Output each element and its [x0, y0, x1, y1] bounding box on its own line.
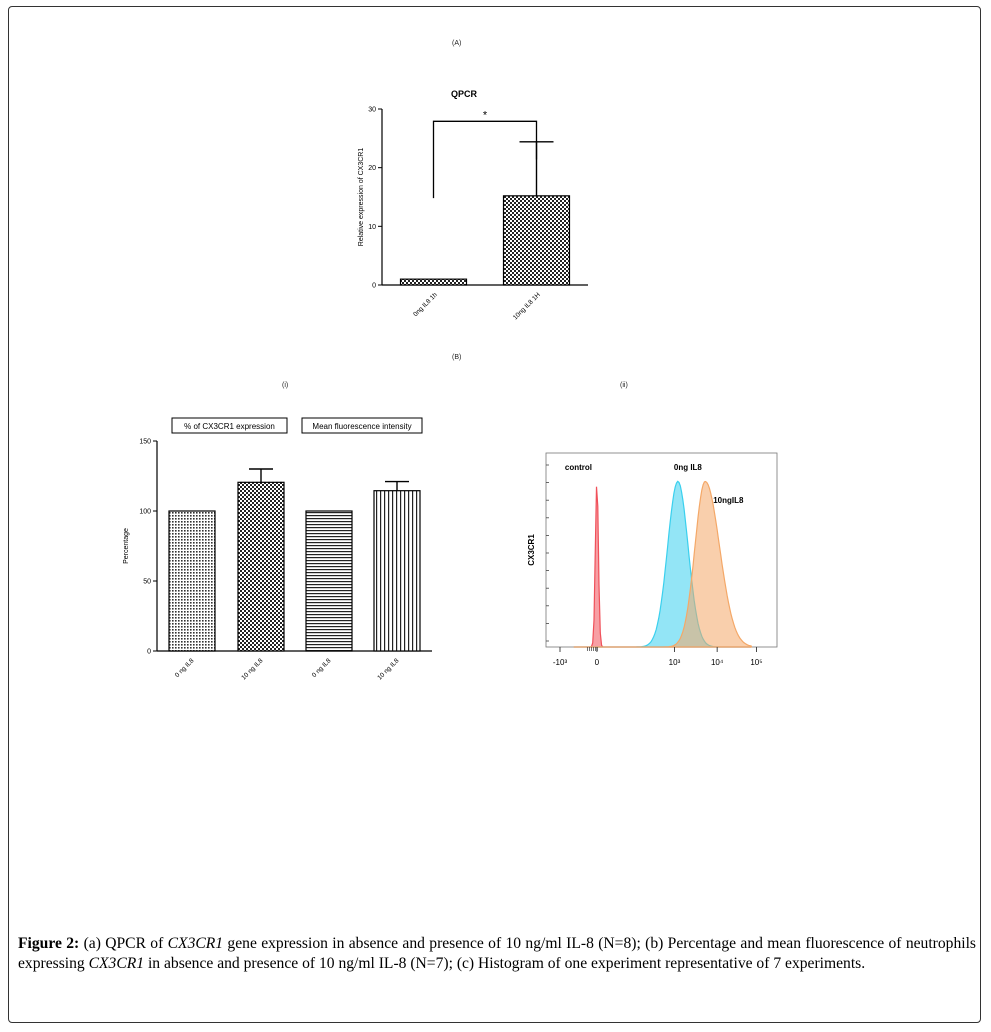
y-tick-label: 50 [143, 579, 151, 586]
series-label: 10ngIL8 [713, 496, 744, 505]
histogram-curve [573, 480, 752, 648]
y-tick-label: 100 [139, 509, 151, 516]
group-label-box [301, 417, 423, 434]
x-tick-label: 0 [595, 658, 600, 667]
y-tick-label: 20 [368, 165, 376, 172]
y-tick-label: 30 [368, 107, 376, 114]
caption-gene-1: CX3CR1 [167, 935, 224, 952]
y-tick-label: 0 [147, 649, 151, 656]
caption-gene-2: CX3CR1 [88, 955, 145, 972]
panel-label-b-ii: (ii) [620, 382, 628, 389]
x-tick-label: 10ng IL8 1H [512, 291, 542, 321]
y-axis-label: Relative expression of CX3CR1 [358, 148, 365, 247]
bar [399, 278, 468, 286]
figure-caption: Figure 2: (a) QPCR of CX3CR1 gene expres… [18, 934, 976, 974]
y-tick-label: 10 [368, 224, 376, 231]
panel-label-a: (A) [452, 40, 462, 47]
x-tick-label: -10³ [553, 658, 568, 667]
bar [237, 481, 285, 652]
x-tick-label: 10 ng IL8 [376, 657, 400, 681]
significance-bracket [432, 120, 538, 199]
y-axis-label: Percentage [123, 528, 130, 564]
flow-histogram: CX3CR1 control 0ng IL8 10ngIL8 -10³ 0 10³ 10⁴ 10… [527, 452, 778, 667]
x-tick-label: 0 ng IL8 [174, 657, 196, 679]
caption-label: Figure 2: [18, 935, 80, 952]
y-axis-label: CX3CR1 [527, 534, 536, 566]
group-label: % of CX3CR1 expression [184, 422, 275, 431]
y-tick-label: 0 [372, 283, 376, 290]
panel-label-b-i: (i) [282, 382, 289, 389]
panel-label-b: (B) [452, 354, 462, 361]
series-label: control [565, 463, 592, 472]
caption-part-1: (a) QPCR of [79, 935, 168, 952]
bar [305, 510, 353, 652]
group-label: Mean fluorescence intensity [312, 422, 411, 431]
x-tick-label: 10³ [669, 658, 681, 667]
x-tick-label: 0ng IL8 1h [412, 291, 439, 318]
percentage-chart: 0 50 100 150 Percentage 0 ng IL8 10 ng IL8 0 ng… [123, 417, 432, 682]
bar [168, 510, 216, 652]
bar [373, 490, 421, 652]
caption-part-3: in absence and presence of 10 ng/ml IL-8… [144, 955, 866, 972]
x-tick-label: 10 ng IL8 [240, 657, 264, 681]
caption-part-2: gene expression in absence and presence … [18, 935, 976, 972]
x-tick-label: 0 ng IL8 [311, 657, 333, 679]
group-label-box [171, 417, 288, 434]
y-tick-label: 150 [139, 439, 151, 446]
x-tick-label: 10⁴ [711, 658, 724, 667]
significance-label: * [483, 109, 488, 121]
x-tick-label: 10⁵ [750, 658, 762, 667]
figure-frame [8, 6, 981, 1023]
chart-title: QPCR [451, 89, 478, 99]
qpcr-chart: QPCR 0 10 20 30 Relative expression of CX3CR1… [358, 89, 588, 321]
series-label: 0ng IL8 [674, 463, 703, 472]
bar [502, 195, 571, 286]
